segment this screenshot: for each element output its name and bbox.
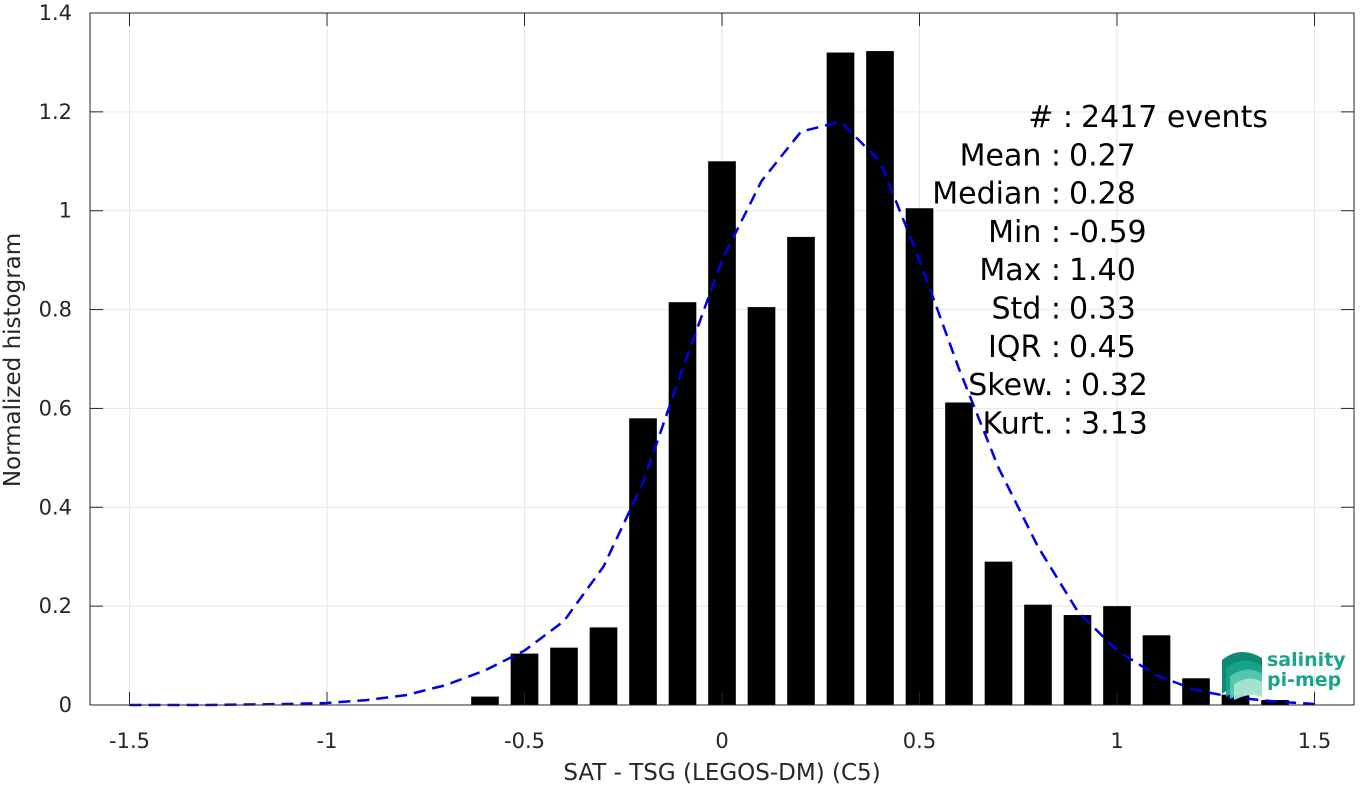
stat-value: 0.28 bbox=[1069, 177, 1136, 212]
histogram-bar bbox=[1063, 615, 1092, 705]
logo-wave-icon bbox=[1222, 651, 1262, 700]
y-tick-label: 0.4 bbox=[39, 495, 72, 519]
y-tick-label: 0.2 bbox=[39, 594, 72, 618]
salinity-pi-mep-logo: salinity pi-mep bbox=[1222, 649, 1346, 700]
x-tick-label: 0.5 bbox=[903, 729, 936, 753]
histogram-bar bbox=[550, 647, 578, 705]
histogram-bar bbox=[984, 561, 1013, 705]
stat-value: 3.13 bbox=[1081, 406, 1148, 441]
y-tick-label: 1.2 bbox=[39, 100, 72, 124]
histogram-bar bbox=[905, 208, 934, 705]
logo-line1: salinity bbox=[1267, 649, 1346, 671]
y-tick-label: 0.6 bbox=[39, 396, 72, 420]
histogram-bar bbox=[826, 52, 855, 706]
histogram-bar bbox=[747, 307, 776, 705]
fit-curve bbox=[129, 120, 1315, 707]
stat-label: Min : bbox=[988, 215, 1061, 250]
fit-curve-layer bbox=[129, 120, 1315, 707]
stat-label: IQR : bbox=[988, 330, 1061, 365]
y-tick-label: 0 bbox=[59, 693, 72, 717]
stat-label: Median : bbox=[932, 177, 1061, 212]
histogram-bar bbox=[1024, 604, 1052, 705]
y-tick-label: 1 bbox=[59, 199, 72, 223]
x-tick-labels: -1.5 -1 -0.5 0 0.5 1 1.5 bbox=[109, 729, 1331, 753]
histogram-bar bbox=[866, 51, 894, 706]
x-tick-label: 0 bbox=[715, 729, 728, 753]
histogram-bar bbox=[708, 161, 736, 706]
stat-value: 2417 events bbox=[1081, 100, 1268, 135]
y-tick-label: 0.8 bbox=[39, 298, 72, 322]
axis-ticks bbox=[90, 12, 1354, 706]
y-tick-labels: 0 0.2 0.4 0.6 0.8 1 1.2 1.4 bbox=[39, 1, 72, 717]
stat-value: 0.32 bbox=[1081, 368, 1148, 403]
stat-label: Kurt. : bbox=[983, 406, 1073, 441]
x-tick-label: 1.5 bbox=[1298, 729, 1331, 753]
y-tick-label: 1.4 bbox=[39, 1, 72, 25]
x-axis-title: SAT - TSG (LEGOS-DM) (C5) bbox=[563, 760, 880, 785]
stat-label: Max : bbox=[979, 253, 1061, 288]
histogram-bar bbox=[589, 627, 618, 705]
stat-label: Mean : bbox=[960, 138, 1061, 173]
stat-value: 0.33 bbox=[1069, 292, 1136, 327]
histogram-bar bbox=[1221, 694, 1250, 705]
x-tick-label: -0.5 bbox=[504, 729, 545, 753]
x-tick-label: -1 bbox=[317, 729, 338, 753]
stat-label: Std : bbox=[992, 292, 1062, 327]
x-tick-label: -1.5 bbox=[109, 729, 150, 753]
y-axis-title: Normalized histogram bbox=[0, 233, 26, 487]
stat-value: 0.45 bbox=[1069, 330, 1136, 365]
stat-label: # : bbox=[1028, 100, 1073, 135]
stat-value: -0.59 bbox=[1069, 215, 1147, 250]
histogram-bar bbox=[668, 302, 697, 705]
histogram-bar bbox=[945, 402, 973, 705]
histogram-bar bbox=[471, 696, 499, 705]
stat-label: Skew. : bbox=[968, 368, 1073, 403]
logo-line2: pi-mep bbox=[1267, 669, 1341, 691]
histogram-bars bbox=[471, 51, 1289, 706]
histogram-bar bbox=[787, 236, 815, 705]
histogram-bar bbox=[1182, 678, 1210, 705]
stat-value: 0.27 bbox=[1069, 138, 1136, 173]
histogram-bar bbox=[629, 418, 657, 705]
x-tick-label: 1 bbox=[1110, 729, 1123, 753]
stat-value: 1.40 bbox=[1069, 253, 1136, 288]
